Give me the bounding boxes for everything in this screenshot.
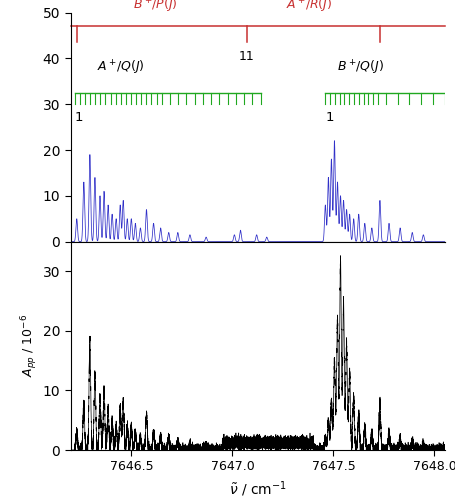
Text: $B^+\!/P(J)$: $B^+\!/P(J)$ xyxy=(133,0,177,15)
X-axis label: $\tilde{\nu}$ / cm$^{-1}$: $\tilde{\nu}$ / cm$^{-1}$ xyxy=(228,479,286,498)
Text: 1: 1 xyxy=(324,111,333,124)
Y-axis label: $A_{pp}$ / 10$^{-6}$: $A_{pp}$ / 10$^{-6}$ xyxy=(19,314,40,378)
Text: 1: 1 xyxy=(75,111,83,124)
Text: 11: 11 xyxy=(238,50,254,63)
Text: $A^+\!/Q(J)$: $A^+\!/Q(J)$ xyxy=(97,58,144,76)
Text: $A^+\!/R(J)$: $A^+\!/R(J)$ xyxy=(285,0,332,15)
Text: $B^+\!/Q(J)$: $B^+\!/Q(J)$ xyxy=(337,58,384,76)
